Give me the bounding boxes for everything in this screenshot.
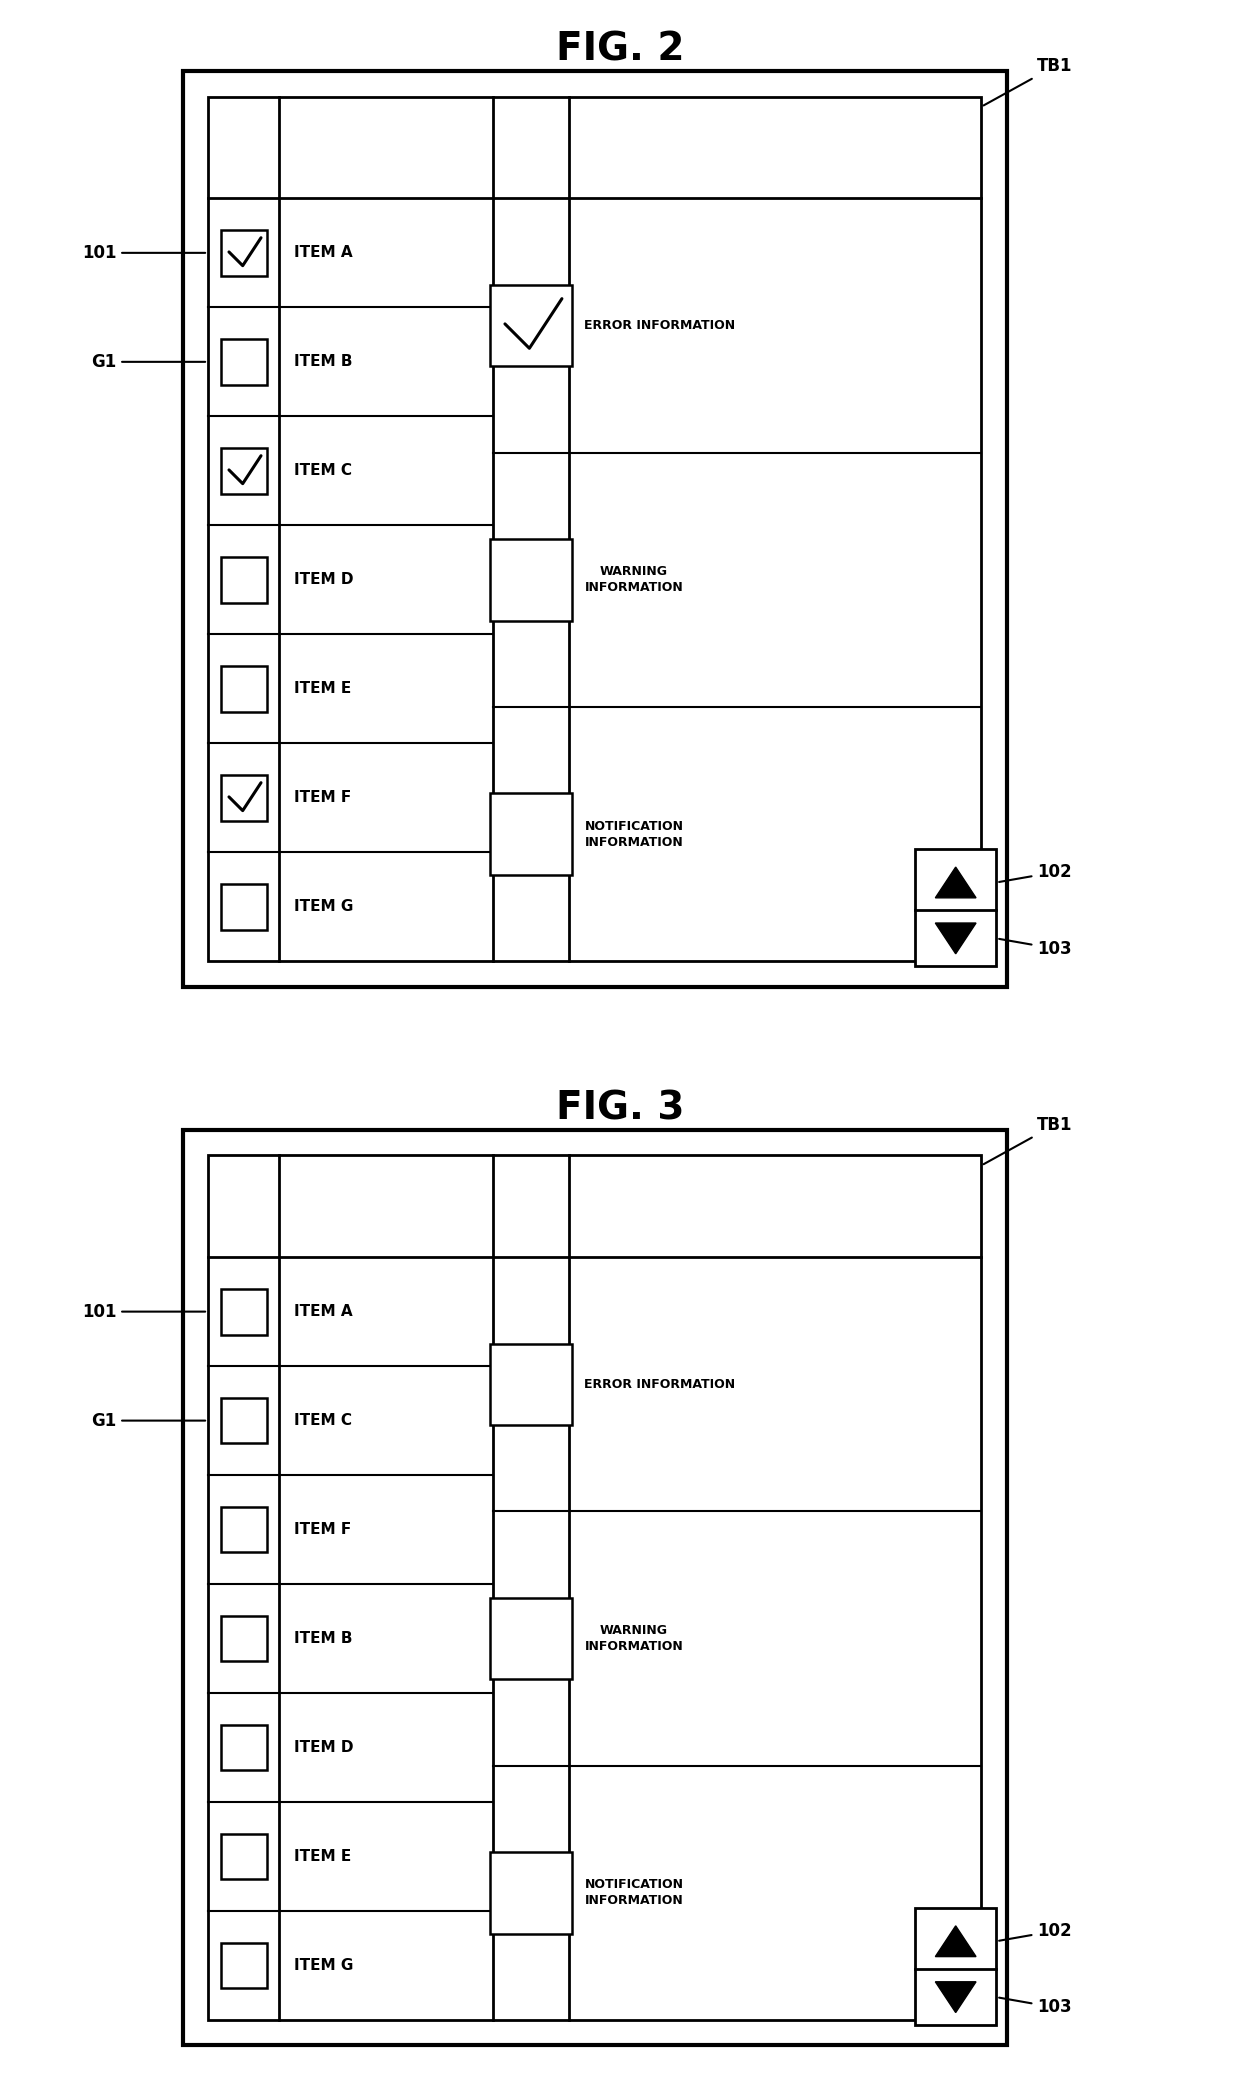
Text: 103: 103 (999, 1997, 1071, 2016)
Text: G1: G1 (92, 353, 206, 372)
Bar (208, 98, 981, 961)
Text: ITEM D: ITEM D (294, 1740, 353, 1754)
Bar (221, 774, 267, 820)
Text: ITEM G: ITEM G (294, 899, 353, 913)
Text: ITEM B: ITEM B (294, 355, 353, 370)
Bar (221, 230, 267, 276)
Text: ITEM D: ITEM D (294, 573, 353, 588)
Text: TB1: TB1 (983, 1117, 1073, 1165)
Bar (221, 338, 267, 384)
Text: ITEM G: ITEM G (294, 1958, 353, 1972)
Text: ERROR INFORMATION: ERROR INFORMATION (584, 1378, 735, 1391)
Bar (490, 1599, 572, 1679)
Text: ITEM C: ITEM C (294, 1414, 352, 1428)
Bar (490, 1852, 572, 1933)
Bar (221, 1725, 267, 1771)
Text: ITEM A: ITEM A (294, 245, 353, 260)
Bar (208, 1156, 981, 2020)
Bar (221, 556, 267, 602)
Text: ITEM C: ITEM C (294, 463, 352, 477)
Bar (221, 1289, 267, 1335)
Polygon shape (935, 1983, 976, 2012)
Bar (490, 540, 572, 621)
Polygon shape (935, 924, 976, 953)
Bar (490, 284, 572, 365)
Text: 101: 101 (82, 243, 206, 262)
Polygon shape (935, 868, 976, 897)
Text: 101: 101 (82, 1302, 206, 1320)
Text: WARNING
INFORMATION: WARNING INFORMATION (584, 1623, 683, 1652)
Bar (915, 1908, 997, 2026)
Bar (221, 1943, 267, 1989)
Bar (221, 1833, 267, 1879)
Text: ITEM F: ITEM F (294, 791, 352, 805)
Text: FIG. 2: FIG. 2 (556, 31, 684, 69)
Bar (490, 793, 572, 874)
Polygon shape (935, 1927, 976, 1956)
Text: 102: 102 (999, 864, 1071, 882)
Text: ITEM F: ITEM F (294, 1522, 352, 1536)
Bar (182, 71, 1007, 986)
Text: TB1: TB1 (983, 58, 1073, 106)
Text: 103: 103 (999, 938, 1071, 957)
Bar (490, 1343, 572, 1424)
Bar (182, 1129, 1007, 2045)
Text: ITEM B: ITEM B (294, 1632, 353, 1646)
Bar (915, 849, 997, 967)
Bar (221, 1397, 267, 1443)
Text: NOTIFICATION
INFORMATION: NOTIFICATION INFORMATION (584, 820, 683, 849)
Bar (221, 448, 267, 494)
Bar (221, 1507, 267, 1553)
Text: 102: 102 (999, 1922, 1071, 1941)
Bar (221, 884, 267, 930)
Text: ITEM E: ITEM E (294, 1850, 352, 1864)
Text: NOTIFICATION
INFORMATION: NOTIFICATION INFORMATION (584, 1879, 683, 1908)
Text: FIG. 3: FIG. 3 (556, 1090, 684, 1127)
Text: ITEM A: ITEM A (294, 1304, 353, 1318)
Bar (221, 1615, 267, 1661)
Bar (221, 666, 267, 712)
Text: WARNING
INFORMATION: WARNING INFORMATION (584, 565, 683, 594)
Text: ERROR INFORMATION: ERROR INFORMATION (584, 320, 735, 332)
Text: G1: G1 (92, 1412, 206, 1430)
Text: ITEM E: ITEM E (294, 681, 352, 695)
